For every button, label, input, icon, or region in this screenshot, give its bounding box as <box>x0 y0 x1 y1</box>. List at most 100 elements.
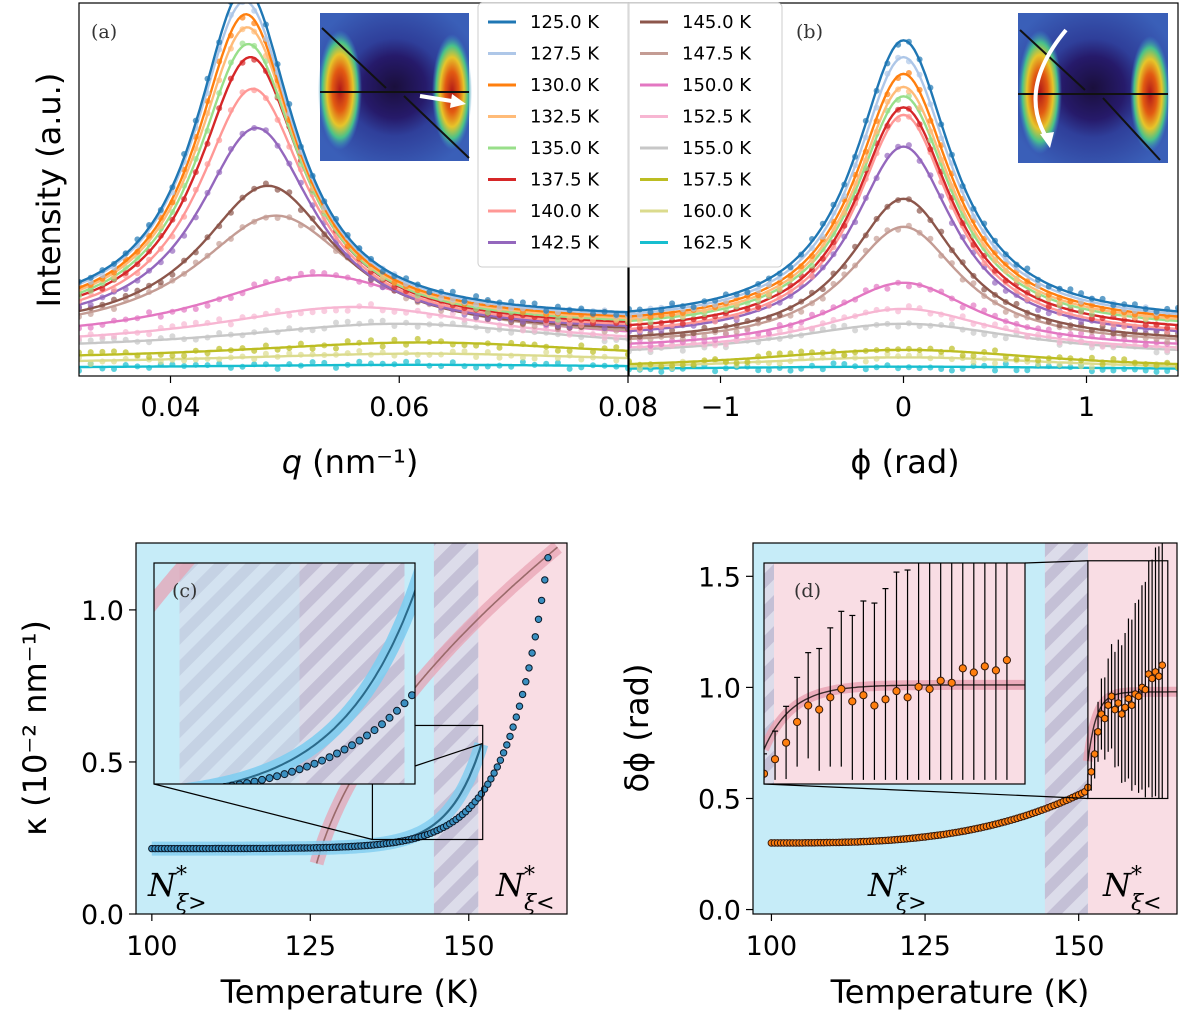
zoom-connector <box>1024 560 1088 564</box>
data-point <box>525 664 533 672</box>
data-point <box>765 350 772 357</box>
data-point <box>722 341 729 348</box>
data-point <box>493 763 501 771</box>
fit-line <box>629 197 1178 338</box>
data-point <box>192 319 199 326</box>
data-point <box>787 367 794 374</box>
data-point <box>959 304 966 311</box>
inset-data-point <box>892 687 901 696</box>
legend-label: 160.0 K <box>682 201 752 222</box>
panel-a-scattering-image <box>318 13 472 161</box>
data-point <box>1158 661 1167 670</box>
data-point <box>461 298 468 304</box>
data-point <box>99 348 106 355</box>
inset-data-point <box>958 664 967 673</box>
x-tick-label: 0 <box>895 392 912 423</box>
data-point <box>590 348 596 355</box>
inset-data-point <box>250 777 259 784</box>
inset-data-point <box>925 684 934 694</box>
data-point <box>333 345 339 352</box>
data-point <box>959 352 966 359</box>
data-point <box>87 337 94 344</box>
series-160-0-K <box>79 348 628 367</box>
data-point <box>368 318 374 325</box>
inset-fit-line <box>764 684 1025 750</box>
data-point <box>895 323 902 330</box>
data-point <box>333 307 339 314</box>
data-point <box>629 358 632 365</box>
inset-data-point <box>273 772 281 781</box>
data-point <box>1078 363 1085 370</box>
data-point <box>1067 286 1074 293</box>
x-tick-label: 100 <box>126 931 178 962</box>
inset-data-point <box>333 749 341 758</box>
legend-entry: 127.5 K <box>488 44 600 65</box>
data-point <box>503 741 511 749</box>
inset-data-point <box>1002 656 1012 665</box>
inset-data-point <box>280 770 289 779</box>
data-point <box>484 309 491 316</box>
data-point <box>227 321 234 328</box>
data-point <box>1087 768 1096 776</box>
legend-entry: 135.0 K <box>488 138 600 159</box>
data-point <box>356 358 363 365</box>
data-point <box>884 285 891 292</box>
fit-line <box>79 352 628 363</box>
data-point <box>146 354 153 360</box>
panel-d-label: (d) <box>794 580 821 602</box>
data-point <box>368 301 374 308</box>
zoom-box <box>1087 560 1169 800</box>
x-tick-label: 1 <box>1078 392 1095 423</box>
inset-data-point <box>826 693 835 702</box>
inset-data-point <box>295 765 304 774</box>
fit-line <box>79 305 628 338</box>
data-point <box>1141 685 1150 694</box>
panel-c-region-right-label: N* ξ< <box>495 863 555 916</box>
data-point <box>379 317 386 324</box>
zoom-connector <box>763 783 1088 800</box>
fit-line <box>79 3 628 316</box>
data-point <box>1099 361 1106 368</box>
inset-hatched-band <box>764 563 774 784</box>
inset-data-point <box>947 678 956 687</box>
legend-label: 132.5 K <box>530 107 600 128</box>
data-point <box>461 348 468 355</box>
data-point <box>1164 338 1171 345</box>
y-tick-label: 1.0 <box>698 673 741 704</box>
inset-data-point <box>903 693 912 702</box>
y-tick-label: 1.5 <box>698 562 741 593</box>
inset-data-point <box>303 762 311 771</box>
legend-label: 145.0 K <box>682 12 752 33</box>
data-point <box>344 318 351 325</box>
data-point <box>1088 315 1095 322</box>
data-point <box>262 350 269 357</box>
data-point <box>204 302 211 309</box>
data-point <box>543 307 550 314</box>
panel-a-xlabel: q (nm⁻¹) <box>282 443 419 481</box>
data-point <box>733 328 740 335</box>
data-point <box>1101 714 1109 723</box>
fit-line <box>629 281 1178 345</box>
y-tick-label: 0.0 <box>698 896 741 927</box>
inset-data-point <box>243 779 251 784</box>
data-point <box>554 347 561 354</box>
data-point <box>1114 699 1123 707</box>
data-point <box>534 615 543 623</box>
data-point <box>647 342 654 349</box>
fit-line <box>629 145 1178 333</box>
data-point <box>541 576 549 584</box>
data-point <box>509 723 517 731</box>
data-point <box>1088 364 1095 371</box>
data-point <box>798 348 805 355</box>
data-point <box>1134 692 1143 701</box>
x-tick-label: 100 <box>746 931 798 962</box>
data-point <box>1164 324 1171 331</box>
data-point <box>1142 342 1149 349</box>
data-point <box>852 327 859 334</box>
data-point <box>948 367 955 374</box>
panel-b-scattering-image <box>1018 13 1170 163</box>
data-point <box>344 307 351 314</box>
hatched-transition-band <box>433 543 479 914</box>
data-point <box>484 780 492 788</box>
data-point <box>1078 330 1085 337</box>
